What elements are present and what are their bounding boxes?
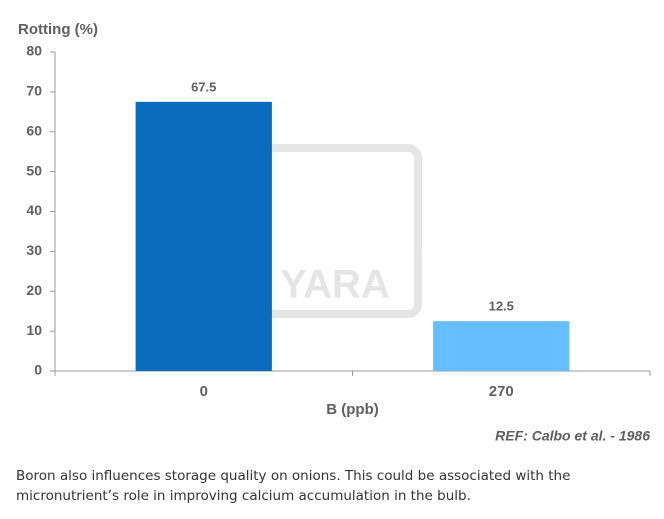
y-tick-label: 40 <box>26 202 42 218</box>
data-label: 67.5 <box>191 79 216 94</box>
y-tick-label: 50 <box>26 162 42 178</box>
y-tick-label: 70 <box>26 83 42 99</box>
x-tick-label: 270 <box>489 383 514 400</box>
chart: YARA Rotting (%) B (ppb) REF: Calbo et a… <box>18 21 651 444</box>
bar <box>433 321 570 371</box>
bar <box>135 101 272 371</box>
watermark-logo: YARA <box>248 144 422 318</box>
y-axis-label: Rotting (%) <box>18 21 98 38</box>
y-tick-label: 0 <box>34 362 42 378</box>
y-tick-label: 80 <box>26 43 42 59</box>
y-tick-label: 60 <box>26 122 42 138</box>
caption: Boron also influences storage quality on… <box>16 468 571 504</box>
x-tick-label: 0 <box>200 383 208 400</box>
x-axis-label: B (ppb) <box>326 401 378 418</box>
watermark: YARA <box>280 263 390 307</box>
source: REF: Calbo et al. - 1986 <box>495 428 650 444</box>
data-label: 12.5 <box>489 299 514 314</box>
y-tick-label: 20 <box>26 282 42 298</box>
y-tick-label: 10 <box>26 322 42 338</box>
y-tick-label: 30 <box>26 242 42 258</box>
